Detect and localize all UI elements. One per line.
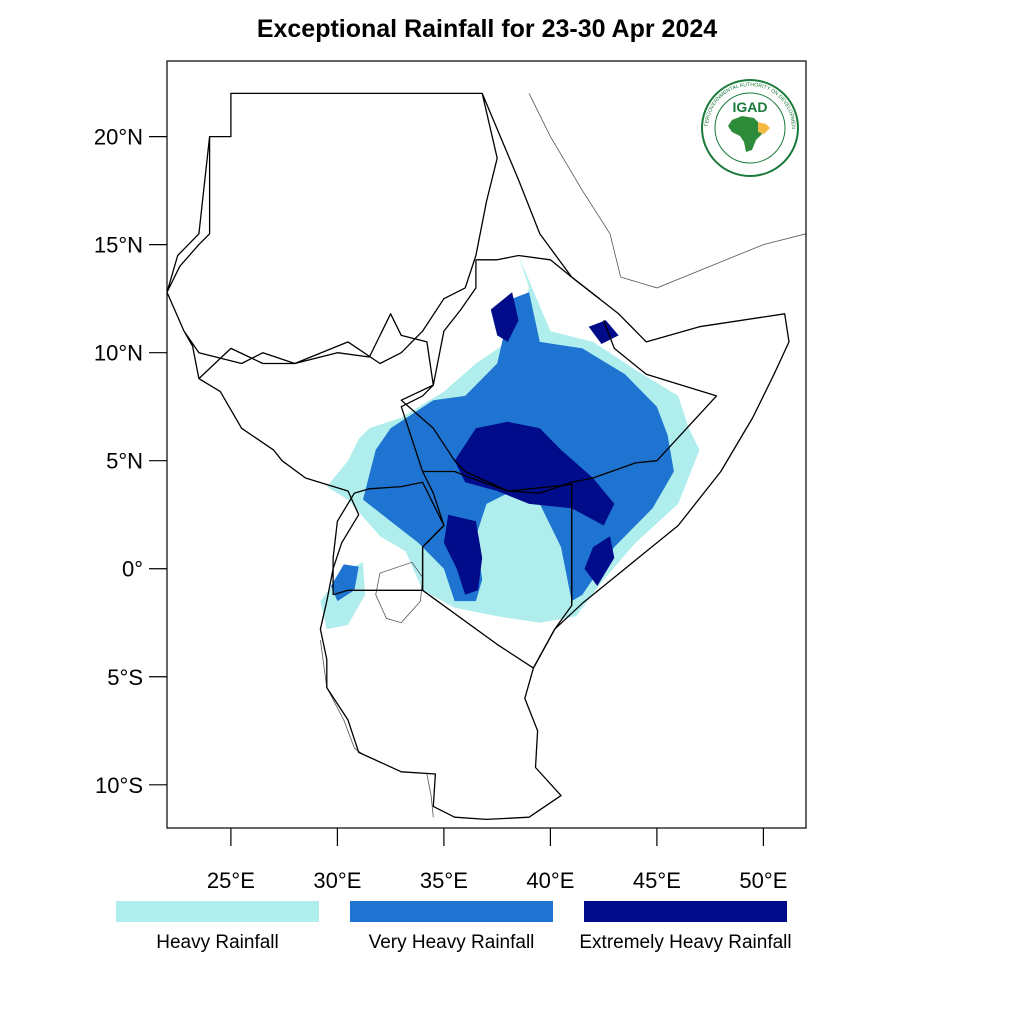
lat-tick-label: 5°N xyxy=(106,449,143,474)
rainfall-region-extremely-heavy-rainfall xyxy=(584,536,615,586)
legend-label-very-heavy-rainfall: Very Heavy Rainfall xyxy=(369,932,535,953)
map-content xyxy=(167,92,806,821)
lon-tick-label: 45°E xyxy=(633,868,681,893)
logo-text: IGAD xyxy=(733,99,768,115)
lake-tanganyika xyxy=(320,639,364,755)
lake-malawi xyxy=(426,773,434,818)
latitude-axis: 20°N 15°N 10°N 5°N 0° 5°S 10°S xyxy=(94,125,167,798)
lon-tick-label: 35°E xyxy=(420,868,468,893)
lon-tick-label: 50°E xyxy=(739,868,787,893)
africa-shape xyxy=(728,116,766,152)
arabia-coast xyxy=(528,93,806,289)
legend-label-extremely-heavy-rainfall: Extremely Heavy Rainfall xyxy=(579,932,791,953)
logo-outer-ring xyxy=(701,79,799,177)
lon-tick-label: 25°E xyxy=(207,868,255,893)
legend-swatch-extremely-heavy-rainfall xyxy=(584,901,787,922)
thin-lines-layer xyxy=(320,93,806,818)
rainfall-region-extremely-heavy-rainfall xyxy=(443,514,483,595)
rainfall-region-extremely-heavy-rainfall xyxy=(490,292,519,342)
country-borders-layer xyxy=(167,92,790,821)
rainfall-region-extremely-heavy-rainfall xyxy=(588,320,619,344)
legend-swatch-very-heavy-rainfall xyxy=(350,901,553,922)
lat-tick-label: 15°N xyxy=(94,233,143,258)
lat-tick-label: 5°S xyxy=(107,665,143,690)
map-frame xyxy=(166,60,807,829)
legend-swatch-heavy-rainfall xyxy=(116,901,319,922)
lake-victoria xyxy=(375,561,424,624)
lon-tick-label: 30°E xyxy=(313,868,361,893)
logo-inner-ring xyxy=(714,92,786,164)
longitude-axis: 25°E 30°E 35°E 40°E 45°E 50°E xyxy=(207,828,787,893)
map-title: Exceptional Rainfall for 23-30 Apr 2024 xyxy=(257,15,717,43)
sudan-southsudan-border xyxy=(198,313,434,472)
lon-tick-label: 40°E xyxy=(526,868,574,893)
rainfall-region-very-heavy-rainfall xyxy=(331,564,359,602)
lat-tick-label: 0° xyxy=(122,557,143,582)
lat-tick-label: 10°N xyxy=(94,341,143,366)
eritrea-ethiopia-border xyxy=(475,254,600,300)
rainfall-legend: Heavy Rainfall Very Heavy Rainfall Extreme… xyxy=(116,901,792,953)
igad-logo: INTERGOVERNMENTAL AUTHORITY ON DEVELOPME… xyxy=(700,78,800,178)
rainfall-region-extremely-heavy-rainfall xyxy=(454,421,615,526)
lat-tick-label: 10°S xyxy=(95,773,143,798)
africa-highlight xyxy=(758,122,770,134)
rainfall-layer xyxy=(320,255,700,630)
lat-tick-label: 20°N xyxy=(94,125,143,150)
legend-label-heavy-rainfall: Heavy Rainfall xyxy=(156,932,279,953)
uganda-border-border xyxy=(332,481,445,596)
